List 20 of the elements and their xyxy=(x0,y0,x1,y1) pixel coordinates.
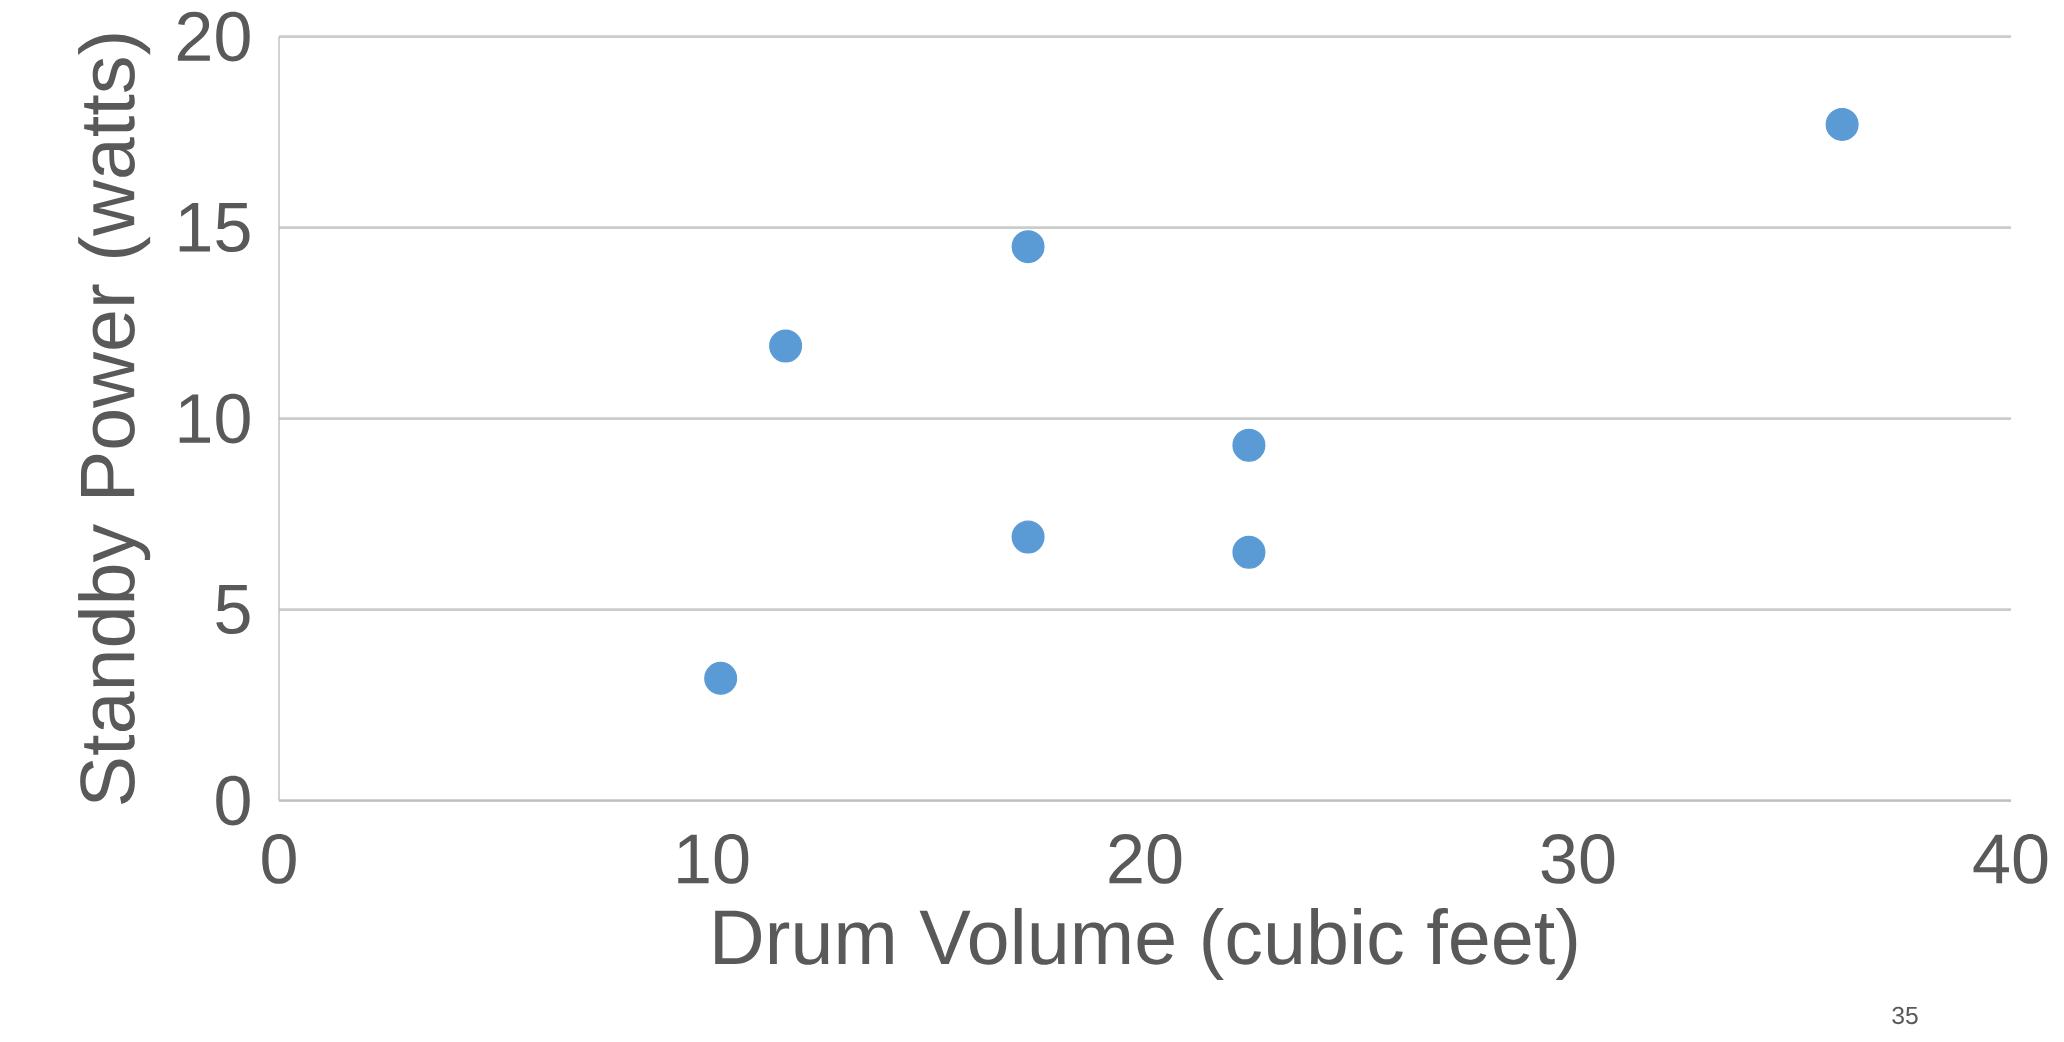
point xyxy=(1011,520,1045,554)
point xyxy=(1011,230,1045,264)
point xyxy=(704,662,738,696)
y-tick-label: 10 xyxy=(179,393,250,444)
point xyxy=(769,329,803,363)
y-tick-label: 15 xyxy=(179,203,250,253)
y-tick-label: 20 xyxy=(177,11,250,62)
y-tick-label: 0 xyxy=(216,775,250,826)
point xyxy=(1825,108,1859,142)
y-axis-title: Standby Power (watts) xyxy=(78,34,151,805)
point xyxy=(1232,429,1266,463)
y-tick-label: 5 xyxy=(216,585,250,635)
x-tick-label: 20 xyxy=(1109,834,1182,885)
x-axis-title: Drum Volume (cubic feet) xyxy=(715,908,1577,981)
text: 35 xyxy=(1892,1006,1918,1025)
x-tick-label: 0 xyxy=(262,834,296,885)
x-tick-label: 40 xyxy=(1973,834,2048,885)
point xyxy=(1232,535,1266,570)
x-tick-label: 10 xyxy=(678,834,749,885)
x-tick-label: 30 xyxy=(1541,834,1615,885)
